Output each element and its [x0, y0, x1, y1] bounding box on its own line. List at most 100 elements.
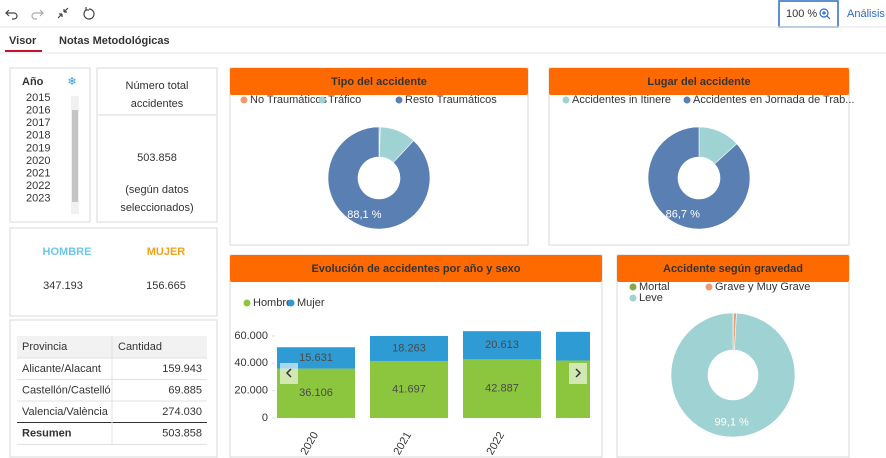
legend-swatch [629, 283, 637, 291]
bar-segment [463, 359, 541, 418]
legend-swatch [395, 96, 403, 104]
chart-header [549, 68, 849, 95]
bar-segment [370, 360, 448, 418]
bar-segment [370, 335, 448, 361]
year-option: 2016 [26, 105, 50, 117]
table-cell: 274.030 [162, 406, 202, 418]
plot-area: 36.106 15.631 41.697 18.263 42.887 20.613 [277, 331, 590, 418]
prev-arrow [285, 368, 292, 378]
table-summary: 503.858 [162, 427, 202, 439]
chart-title: Evolución de accidentes por año y sexo [311, 263, 520, 275]
collapse-icon[interactable] [57, 7, 69, 19]
chart-title: Lugar del accidente [647, 76, 750, 88]
chart-header [617, 255, 849, 282]
zoom-level: 100 % [786, 8, 817, 20]
undo-icon[interactable] [5, 9, 18, 20]
total-note: (según datos [125, 184, 189, 196]
bar-segment [556, 331, 590, 361]
legend-swatch [683, 96, 691, 104]
data-label: 18.263 [392, 342, 426, 354]
data-label: 88,1 % [347, 209, 381, 221]
legend-label: Resto Traumáticos [405, 94, 497, 106]
total-title: accidentes [131, 98, 184, 110]
next-button[interactable] [569, 363, 587, 384]
nav-buttons [280, 363, 587, 384]
table-summary: Resumen [22, 427, 72, 439]
total-panel [96, 67, 218, 223]
legend-label: Accidentes en Jornada de Trab... [693, 94, 854, 106]
data-label: 42.887 [485, 383, 519, 395]
table-cell: 159.943 [162, 363, 202, 375]
legend-swatch [318, 96, 326, 104]
tab-underline [5, 50, 42, 52]
table-cell: Valencia/València [22, 406, 109, 418]
year-option: 2019 [26, 142, 50, 154]
total-note: seleccionados) [120, 202, 193, 214]
legend-swatch [705, 283, 713, 291]
data-label: 36.106 [299, 387, 333, 399]
legend-swatch [240, 96, 248, 104]
data-label: 20.613 [485, 339, 519, 351]
legend-label: Leve [639, 292, 663, 304]
legend-swatch [629, 294, 637, 302]
year-option: 2017 [26, 117, 50, 129]
table-cell: Castellón/Castelló [22, 384, 111, 396]
y-tick-label: 0 [262, 412, 268, 424]
scroll-thumb[interactable] [72, 110, 78, 202]
legend-swatch [287, 299, 295, 307]
prev-button[interactable] [280, 363, 298, 384]
pie-slice [670, 312, 796, 438]
legend-swatch [562, 96, 570, 104]
redo-icon[interactable] [31, 9, 44, 20]
analysis-link[interactable]: Análisis [847, 8, 885, 20]
reset-icon[interactable] [83, 7, 95, 20]
data-label: 86,7 % [666, 208, 700, 220]
chart-title: Tipo del accidente [331, 76, 427, 88]
chart-header [230, 68, 528, 95]
tab[interactable]: Notas Metodológicas [59, 35, 170, 47]
year-label: Año [22, 76, 44, 88]
male-label: HOMBRE [43, 246, 92, 258]
legend-label: Accidentes in Itinere [572, 94, 671, 106]
year-option: 2023 [26, 193, 50, 205]
bar-segment [463, 331, 541, 360]
filter-icon[interactable]: ❄ [67, 76, 76, 88]
total-title: Número total [126, 80, 189, 92]
zoom-icon-handle [822, 11, 831, 20]
data-label: 41.697 [392, 383, 426, 395]
table-header: Cantidad [118, 341, 162, 353]
legend-label: Mujer [297, 297, 325, 309]
pie-slice [327, 126, 431, 230]
chart-title: Accidente según gravedad [663, 263, 803, 275]
data-label: 15.631 [299, 352, 333, 364]
female-label: MUJER [147, 246, 186, 258]
toolbar: 100 % Análisis [5, 0, 885, 28]
year-option: 2020 [26, 155, 50, 167]
data-label: 99,1 % [715, 416, 749, 428]
tab-active[interactable]: Visor [9, 35, 37, 47]
legend-label: Mortal [639, 281, 670, 293]
year-option: 2015 [26, 92, 50, 104]
y-tick-label: 40.000 [234, 357, 268, 369]
total-value: 503.858 [137, 152, 177, 164]
y-tick-label: 20.000 [234, 385, 268, 397]
year-option: 2022 [26, 180, 50, 192]
table-cell: Alicante/Alacant [22, 363, 101, 375]
pie-slice [647, 126, 751, 230]
next-arrow [575, 368, 582, 378]
table-header: Provincia [22, 341, 68, 353]
legend-swatch [243, 299, 251, 307]
year-option: 2021 [26, 168, 50, 180]
y-tick-label: 60.000 [234, 330, 268, 342]
legend-label: Hombre [253, 297, 292, 309]
gender-panel [9, 227, 218, 317]
male-value: 347.193 [43, 280, 83, 292]
table-cell: 69.885 [168, 384, 202, 396]
zoom-icon[interactable] [819, 8, 829, 18]
year-option: 2018 [26, 130, 50, 142]
legend-label: Tráfico [328, 94, 361, 106]
female-value: 156.665 [146, 280, 186, 292]
chart-header [230, 255, 602, 282]
legend-label: Grave y Muy Grave [715, 281, 810, 293]
